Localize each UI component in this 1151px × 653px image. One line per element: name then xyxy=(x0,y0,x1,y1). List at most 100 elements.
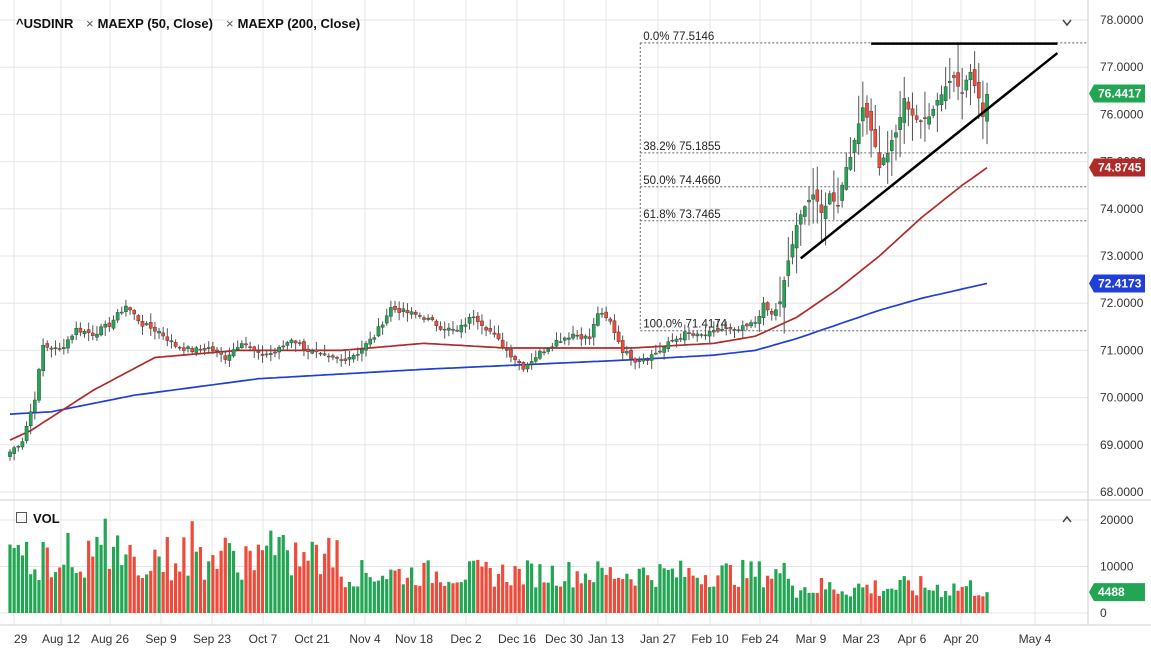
volume-bar-up xyxy=(881,590,886,613)
candle-up xyxy=(546,348,550,352)
candle-up xyxy=(890,140,894,151)
time-tick-label: Dec 16 xyxy=(498,632,536,646)
volume-bar-down xyxy=(513,565,517,613)
candle-up xyxy=(426,317,430,320)
volume-bar-up xyxy=(654,586,658,613)
legend-ma50[interactable]: × MAEXP (50, Close) xyxy=(86,16,213,31)
volume-bar-down xyxy=(298,566,302,613)
candle-down xyxy=(488,328,493,332)
volume-bar-down xyxy=(223,537,227,613)
candle-up xyxy=(695,333,700,337)
candle-up xyxy=(774,309,778,316)
candle-up xyxy=(169,340,174,343)
legend-ma200[interactable]: × MAEXP (200, Close) xyxy=(226,16,360,31)
volume-bar-down xyxy=(977,595,981,613)
candle-down xyxy=(769,311,774,315)
volume-bar-down xyxy=(327,537,331,613)
close-icon[interactable]: × xyxy=(226,16,234,31)
volume-bar-down xyxy=(294,542,298,613)
badge-shape xyxy=(1089,84,1145,103)
candle-down xyxy=(260,353,265,356)
candle-up xyxy=(364,343,368,351)
candle-up xyxy=(447,327,451,331)
candle-down xyxy=(496,333,501,340)
candle-up xyxy=(852,139,857,153)
volume-bar-down xyxy=(256,544,260,613)
candle-up xyxy=(885,153,890,163)
candle-up xyxy=(206,347,211,349)
volume-bar-up xyxy=(33,569,37,613)
volume-bar-down xyxy=(612,578,617,613)
volume-bar-up xyxy=(844,594,848,613)
candle-up xyxy=(351,355,356,360)
candle-up xyxy=(641,359,646,362)
volume-bar-down xyxy=(443,585,447,613)
time-tick-label: May 4 xyxy=(1019,632,1052,646)
volume-bar-down xyxy=(517,568,521,613)
volume-bar-up xyxy=(37,580,41,613)
volume-bar-down xyxy=(430,583,434,613)
candle-down xyxy=(745,323,749,327)
volume-bar-down xyxy=(215,568,219,613)
volume-bar-down xyxy=(78,571,82,613)
volume-bar-up xyxy=(240,579,244,613)
volume-bar-down xyxy=(87,540,91,613)
volume-bar-up xyxy=(364,572,368,613)
candle-up xyxy=(339,359,344,361)
volume-bar-up xyxy=(939,597,944,613)
volume-bar-down xyxy=(306,560,310,613)
candle-up xyxy=(318,352,323,355)
candle-up xyxy=(736,329,741,331)
candle-down xyxy=(331,355,335,358)
candle-down xyxy=(633,358,637,363)
volume-bar-up xyxy=(41,541,45,613)
price-tick-label: 76.0000 xyxy=(1100,107,1144,121)
volume-bar-up xyxy=(145,574,149,613)
candle-down xyxy=(198,348,203,351)
legend-vol[interactable]: VOL xyxy=(16,511,60,526)
candle-down xyxy=(211,346,215,352)
grid-icon[interactable] xyxy=(16,512,27,523)
volume-bar-down xyxy=(161,572,165,613)
candle-down xyxy=(637,360,642,362)
candle-down xyxy=(492,332,497,335)
volume-bar-down xyxy=(393,570,397,613)
legend-symbol[interactable]: ^USDINR xyxy=(16,16,74,31)
candle-up xyxy=(807,199,811,203)
candle-down xyxy=(148,322,153,329)
candle-down xyxy=(78,327,83,333)
chevron-down-icon[interactable] xyxy=(1062,19,1072,27)
candle-up xyxy=(703,334,708,337)
candle-up xyxy=(33,399,37,413)
chevron-up-icon[interactable] xyxy=(1062,515,1072,523)
fib-level-label: 0.0% 77.5146 xyxy=(643,31,714,43)
volume-bar-up xyxy=(712,586,716,613)
candle-down xyxy=(484,327,488,331)
volume-bar-up xyxy=(277,537,281,613)
candle-down xyxy=(302,341,306,350)
candle-up xyxy=(881,157,886,165)
candle-up xyxy=(82,330,87,334)
candle-up xyxy=(550,346,555,348)
close-icon[interactable]: × xyxy=(86,16,94,31)
candle-up xyxy=(41,344,45,372)
volume-bar-up xyxy=(658,564,662,613)
candle-down xyxy=(413,311,418,315)
volume-bar-down xyxy=(509,585,513,613)
candle-up xyxy=(571,333,575,339)
candle-up xyxy=(240,343,244,348)
candle-up xyxy=(596,313,600,326)
candle-up xyxy=(848,157,853,170)
volume-bar-up xyxy=(186,575,190,613)
candle-down xyxy=(202,348,207,351)
candle-down xyxy=(244,343,248,346)
volume-bar-up xyxy=(799,590,803,613)
candle-down xyxy=(107,322,112,327)
candle-down xyxy=(687,332,691,334)
candle-up xyxy=(600,313,604,315)
volume-bar-down xyxy=(832,589,836,613)
fibonacci-retracement: 0.0% 77.5146 38.2% 75.1855 50.0% 74.4660 61… xyxy=(639,31,1088,332)
time-tick-label: Aug 26 xyxy=(91,632,129,646)
